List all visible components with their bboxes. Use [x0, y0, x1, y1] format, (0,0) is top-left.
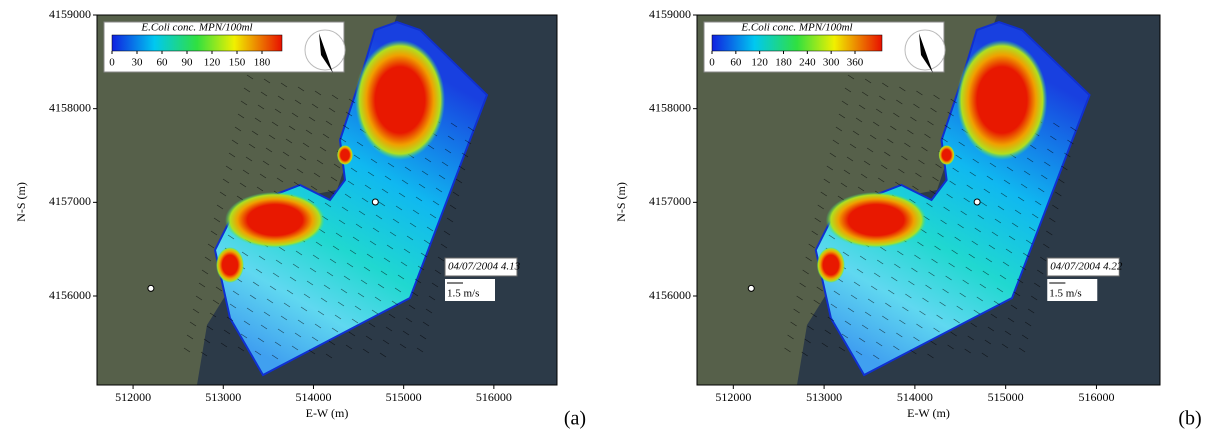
compass — [305, 30, 345, 70]
scale-label: 1.5 m/s — [1049, 288, 1081, 300]
y-tick-label: 4156000 — [49, 288, 91, 302]
compass — [905, 30, 945, 70]
y-tick-label: 4158000 — [49, 100, 91, 114]
colorbar-tick-label: 60 — [730, 57, 742, 69]
colorbar-tick-label: 90 — [182, 57, 194, 69]
y-tick-label: 4159000 — [49, 7, 91, 21]
station — [148, 285, 154, 291]
plume — [337, 145, 353, 165]
x-axis-label: E-W (m) — [306, 406, 349, 420]
colorbar-tick-label: 360 — [847, 57, 864, 69]
colorbar — [112, 35, 282, 51]
x-tick-label: 515000 — [386, 390, 422, 404]
colorbar-tick-label: 120 — [204, 57, 221, 69]
panel-label: (a) — [564, 408, 586, 430]
y-tick-label: 4157000 — [649, 194, 691, 208]
station — [748, 285, 754, 291]
y-tick-label: 4156000 — [649, 288, 691, 302]
panel: 512000 513000 514000 515000 516000 4156000 415… — [614, 7, 1202, 430]
x-tick-label: 515000 — [988, 390, 1024, 404]
colorbar-tick-label: 180 — [775, 57, 792, 69]
colorbar-tick-label: 300 — [823, 57, 840, 69]
x-tick-label: 512000 — [715, 390, 751, 404]
x-tick-label: 512000 — [115, 390, 151, 404]
plume — [355, 40, 445, 160]
plume — [939, 145, 955, 165]
colorbar-tick-label: 150 — [229, 57, 246, 69]
colorbar-tick-label: 30 — [132, 57, 144, 69]
colorbar-label: E.Coli conc. MPN/100ml — [740, 22, 852, 34]
colorbar-tick-label: 0 — [709, 57, 715, 69]
timestamp: 04/07/2004 4.22 — [1050, 261, 1123, 273]
colorbar-label: E.Coli conc. MPN/100ml — [140, 22, 252, 34]
y-tick-label: 4158000 — [649, 100, 691, 114]
station — [974, 199, 980, 205]
station — [372, 199, 378, 205]
x-axis-label: E-W (m) — [907, 406, 950, 420]
x-tick-label: 516000 — [476, 390, 512, 404]
timestamp: 04/07/2004 4.13 — [448, 261, 521, 273]
colorbar — [712, 35, 882, 51]
y-axis-label: N-S (m) — [14, 182, 28, 222]
x-tick-label: 516000 — [1078, 390, 1114, 404]
x-tick-label: 513000 — [806, 390, 842, 404]
y-tick-label: 4157000 — [49, 194, 91, 208]
colorbar-tick-label: 60 — [157, 57, 169, 69]
colorbar-tick-label: 240 — [799, 57, 816, 69]
y-axis-label: N-S (m) — [614, 182, 628, 222]
colorbar-tick-label: 0 — [109, 57, 115, 69]
x-tick-label: 513000 — [205, 390, 241, 404]
plume — [216, 247, 244, 283]
x-tick-label: 514000 — [295, 390, 331, 404]
x-tick-label: 514000 — [897, 390, 933, 404]
plume — [817, 247, 845, 283]
figure: 512000 513000 514000 515000 516000 4156000 415… — [0, 0, 1221, 439]
plume — [957, 40, 1048, 160]
colorbar-tick-label: 120 — [751, 57, 768, 69]
y-tick-label: 4159000 — [649, 7, 691, 21]
plume — [225, 192, 325, 248]
colorbar-tick-label: 180 — [254, 57, 271, 69]
scale-label: 1.5 m/s — [447, 288, 479, 300]
plume — [826, 192, 927, 248]
panel: 512000 513000 514000 515000 516000 4156000 415… — [14, 7, 586, 430]
panel-label: (b) — [1178, 408, 1201, 430]
